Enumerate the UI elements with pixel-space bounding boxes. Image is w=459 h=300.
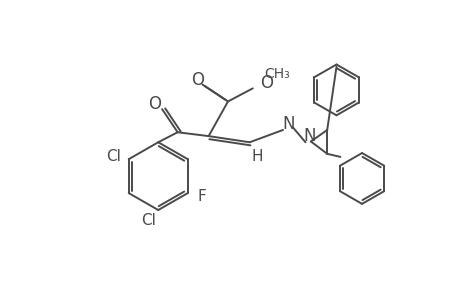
Text: N: N [281, 115, 294, 133]
Text: Cl: Cl [141, 213, 156, 228]
Text: CH₃: CH₃ [264, 68, 290, 82]
Text: Cl: Cl [106, 148, 120, 164]
Text: H: H [251, 148, 263, 164]
Text: F: F [197, 189, 206, 204]
Text: N: N [302, 127, 315, 145]
Text: O: O [191, 71, 204, 89]
Text: O: O [259, 74, 272, 92]
Text: O: O [147, 95, 161, 113]
